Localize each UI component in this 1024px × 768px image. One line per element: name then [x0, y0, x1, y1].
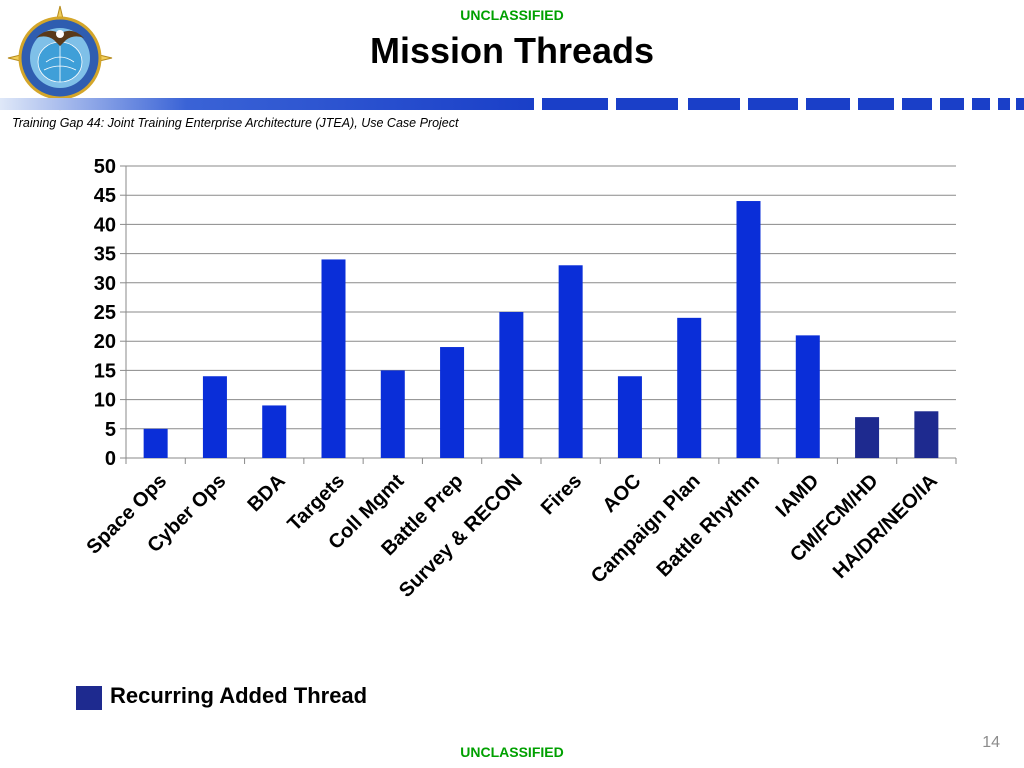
- x-tick-label: HA/DR/NEO/IA: [829, 470, 942, 583]
- y-tick-label: 35: [94, 244, 116, 266]
- bar: [440, 347, 465, 458]
- y-tick-label: 40: [94, 214, 116, 236]
- bar: [380, 370, 405, 458]
- bar: [143, 428, 168, 458]
- y-tick-label: 20: [94, 331, 116, 353]
- bar: [617, 376, 642, 458]
- y-tick-label: 45: [94, 185, 116, 207]
- bar: [736, 201, 761, 458]
- x-tick-label: IAMD: [772, 470, 824, 522]
- classification-banner-top: UNCLASSIFIED: [460, 7, 564, 23]
- header-banner: [0, 98, 1024, 110]
- x-tick-label: Fires: [537, 470, 586, 519]
- x-tick-label: Battle Rhythm: [653, 470, 764, 581]
- bar: [499, 312, 524, 458]
- y-tick-label: 5: [105, 419, 116, 441]
- slide-title: Mission Threads: [369, 30, 655, 71]
- y-tick-label: 0: [105, 448, 116, 470]
- slide-subtitle: Training Gap 44: Joint Training Enterpri…: [12, 116, 459, 130]
- page-number: 14: [982, 734, 1000, 751]
- bar: [795, 335, 820, 458]
- x-tick-label: BDA: [244, 470, 290, 516]
- bar: [202, 376, 227, 458]
- legend-swatch: [76, 686, 102, 710]
- y-tick-label: 30: [94, 273, 116, 295]
- y-tick-label: 10: [94, 390, 116, 412]
- us-pacific-command-seal-icon: [7, 5, 113, 111]
- bar: [558, 265, 583, 458]
- bar: [677, 317, 702, 458]
- bar: [262, 405, 287, 458]
- bar: [855, 417, 880, 458]
- legend-label: Recurring Added Thread: [110, 683, 368, 708]
- x-tick-label: Campaign Plan: [587, 470, 705, 588]
- y-tick-label: 25: [94, 302, 116, 324]
- classification-banner-bottom: UNCLASSIFIED: [460, 744, 564, 760]
- y-tick-label: 50: [94, 156, 116, 178]
- x-tick-label: AOC: [598, 470, 645, 517]
- y-tick-label: 15: [94, 360, 116, 382]
- bar: [914, 411, 939, 458]
- bar: [321, 259, 346, 458]
